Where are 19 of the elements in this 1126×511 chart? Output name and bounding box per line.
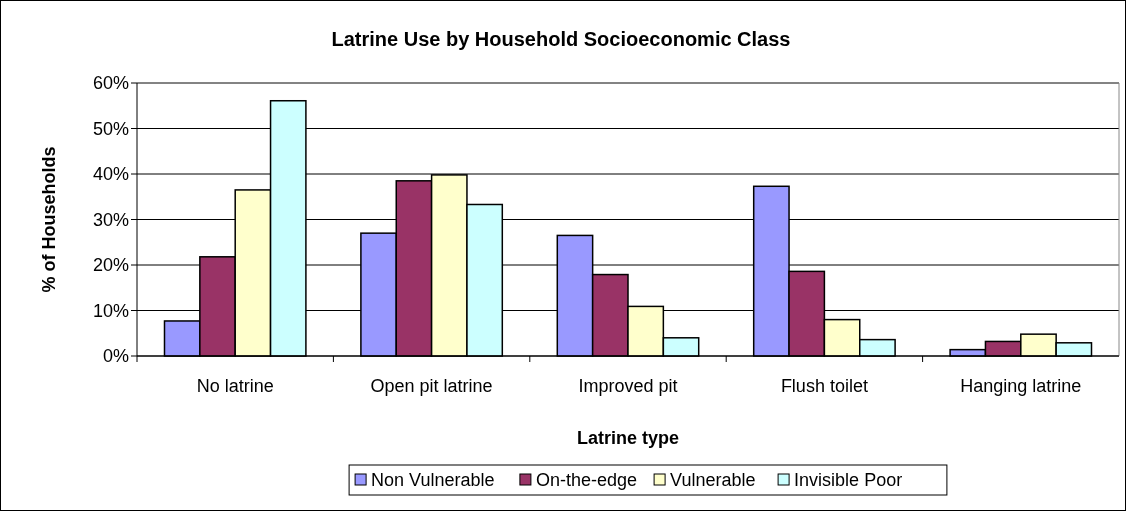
- y-tick-label: 50%: [92, 118, 129, 139]
- legend-label: Vulnerable: [670, 470, 756, 490]
- y-axis-title: % of Households: [39, 146, 59, 293]
- y-tick-label: 20%: [92, 255, 129, 276]
- x-tick-label: No latrine: [196, 376, 274, 396]
- x-tick-label: Open pit latrine: [370, 376, 493, 396]
- x-tick-label: Flush toilet: [780, 376, 868, 396]
- y-tick-label: 60%: [92, 73, 129, 94]
- x-tick-label: Hanging latrine: [960, 376, 1082, 396]
- y-tick-label: 10%: [92, 300, 129, 321]
- y-tick-label: 0%: [102, 346, 129, 367]
- legend-label: On-the-edge: [535, 470, 637, 490]
- legend-label: Non Vulnerable: [371, 470, 495, 490]
- chart-title: Latrine Use by Household Socioeconomic Class: [331, 28, 791, 50]
- y-tick-label: 30%: [92, 209, 129, 230]
- x-axis-title: Latrine type: [576, 428, 680, 448]
- y-tick-label: 40%: [92, 164, 129, 185]
- legend-label: Invisible Poor: [794, 470, 903, 490]
- x-tick-label: Improved pit: [578, 376, 678, 396]
